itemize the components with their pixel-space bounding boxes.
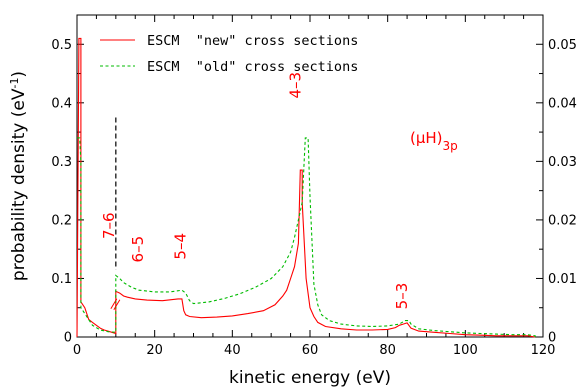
series-new-line xyxy=(76,37,536,338)
legend-label-new: ESCM "new" cross sections xyxy=(147,33,358,49)
y-tick-label-left: 0.5 xyxy=(51,38,72,53)
y-tick-label-right: 0.02 xyxy=(548,213,577,228)
y-tick-label-left: 0.1 xyxy=(51,272,72,287)
x-axis-title: kinetic energy (eV) xyxy=(229,368,391,388)
axis-break-mark xyxy=(113,299,121,311)
x-tick-label: 80 xyxy=(379,343,396,358)
axis-break-mark xyxy=(110,298,118,310)
y-axis-title: probability density (eV-1) xyxy=(8,71,30,281)
transition-label: 5–3 xyxy=(393,283,411,310)
x-tick-label: 100 xyxy=(453,343,478,358)
y-tick-label-left: 0.2 xyxy=(51,213,72,228)
transition-label: 7–6 xyxy=(100,212,118,239)
y-tick-label-right: 0.01 xyxy=(548,272,577,287)
plot-area: 0 20 40 60 80 100 12000.10.20.30.40.500.010.02… xyxy=(51,14,577,358)
system-label-sub: 3p xyxy=(443,139,458,153)
x-tick-label: 40 xyxy=(224,343,241,358)
y-tick-label-right: 0 xyxy=(548,331,556,346)
legend-label-old: ESCM "old" cross sections xyxy=(147,59,358,75)
x-tick-label: 120 xyxy=(531,343,556,358)
y-axis-title-main: probability density (eV xyxy=(9,88,29,281)
y-tick-label-left: 0.3 xyxy=(51,155,72,170)
y-tick-label-right: 0.05 xyxy=(548,38,577,53)
y-tick-label-left: 0.4 xyxy=(51,96,72,111)
y-tick-label-right: 0.03 xyxy=(548,155,577,170)
system-label-main: (μH) xyxy=(410,129,443,147)
legend: ESCM "new" cross sections ESCM "old" cro… xyxy=(100,33,358,75)
x-tick-label: 60 xyxy=(302,343,319,358)
annotation-layer: 7–6 6–5 5–4 4–3 5–3 xyxy=(100,72,411,309)
marker-layer xyxy=(110,117,121,311)
x-tick-label: 20 xyxy=(146,343,163,358)
y-tick-label-left: 0 xyxy=(64,331,72,346)
series-layer xyxy=(76,37,536,338)
y-axis-title-sup: -1 xyxy=(8,78,21,89)
transition-label: 4–3 xyxy=(286,72,304,99)
series-old-line xyxy=(77,137,536,337)
tick-marks: 0 20 40 60 80 100 12000.10.20.30.40.500.010.02… xyxy=(51,14,577,358)
y-tick-label-right: 0.04 xyxy=(548,96,577,111)
system-label: (μH)3p xyxy=(410,129,458,153)
x-tick-label: 0 xyxy=(73,343,81,358)
y-axis-title-close: ) xyxy=(9,71,29,78)
transition-label: 6–5 xyxy=(129,236,147,263)
transition-label: 5–4 xyxy=(172,233,190,260)
